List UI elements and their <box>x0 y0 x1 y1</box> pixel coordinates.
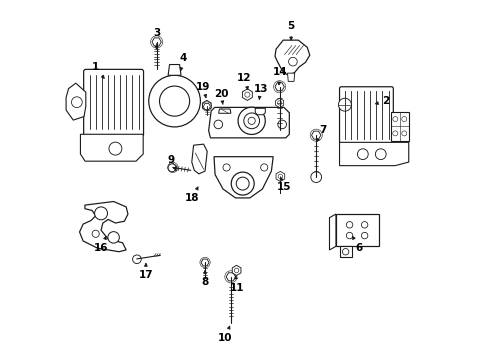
Circle shape <box>361 222 367 228</box>
Text: 7: 7 <box>316 125 326 141</box>
Circle shape <box>109 142 122 155</box>
Circle shape <box>132 255 141 264</box>
Circle shape <box>401 131 406 136</box>
Circle shape <box>244 113 259 129</box>
Circle shape <box>238 107 265 134</box>
Circle shape <box>342 248 348 255</box>
Circle shape <box>108 231 119 243</box>
Polygon shape <box>191 144 207 174</box>
Circle shape <box>168 164 176 172</box>
Text: 12: 12 <box>237 73 251 89</box>
Text: 13: 13 <box>253 84 267 99</box>
Circle shape <box>277 120 286 129</box>
Circle shape <box>310 172 321 183</box>
Text: 5: 5 <box>287 21 294 40</box>
Polygon shape <box>208 107 289 138</box>
Text: 6: 6 <box>352 237 362 253</box>
Circle shape <box>357 149 367 159</box>
Polygon shape <box>202 100 211 111</box>
Polygon shape <box>242 89 252 100</box>
Circle shape <box>346 222 352 228</box>
Circle shape <box>277 101 281 105</box>
Circle shape <box>159 86 189 116</box>
Circle shape <box>234 268 238 273</box>
Polygon shape <box>66 83 85 120</box>
Circle shape <box>260 164 267 171</box>
Polygon shape <box>203 103 210 109</box>
Circle shape <box>247 117 255 125</box>
Polygon shape <box>80 202 128 252</box>
Polygon shape <box>169 163 176 171</box>
Polygon shape <box>214 157 273 198</box>
Circle shape <box>214 120 222 129</box>
Polygon shape <box>339 246 351 257</box>
Circle shape <box>278 174 282 179</box>
Text: 19: 19 <box>196 82 210 98</box>
Circle shape <box>338 98 351 111</box>
Circle shape <box>71 97 82 108</box>
Circle shape <box>94 207 107 220</box>
Text: 8: 8 <box>201 271 208 287</box>
Polygon shape <box>201 259 208 266</box>
Circle shape <box>223 164 230 171</box>
Polygon shape <box>274 40 309 75</box>
Polygon shape <box>80 134 143 161</box>
Polygon shape <box>226 273 235 281</box>
Polygon shape <box>275 98 283 108</box>
Polygon shape <box>274 83 284 91</box>
Text: 20: 20 <box>214 89 228 104</box>
Text: 17: 17 <box>138 264 153 280</box>
Circle shape <box>288 57 297 66</box>
Polygon shape <box>287 73 294 81</box>
Text: 14: 14 <box>272 67 287 85</box>
Text: 15: 15 <box>276 177 290 192</box>
Text: 11: 11 <box>230 276 244 293</box>
Circle shape <box>361 232 367 239</box>
Text: 10: 10 <box>217 326 231 343</box>
Text: 3: 3 <box>153 28 160 49</box>
Circle shape <box>92 230 99 237</box>
Text: 9: 9 <box>167 155 176 171</box>
Circle shape <box>375 149 386 159</box>
Circle shape <box>148 75 200 127</box>
Circle shape <box>392 117 397 122</box>
Bar <box>335 214 378 246</box>
Circle shape <box>401 117 406 122</box>
Circle shape <box>392 131 397 136</box>
Text: 16: 16 <box>94 237 108 253</box>
Text: 18: 18 <box>185 187 199 203</box>
Circle shape <box>231 172 254 195</box>
Polygon shape <box>152 38 161 46</box>
Polygon shape <box>218 109 230 113</box>
Polygon shape <box>329 214 335 250</box>
Circle shape <box>204 103 209 108</box>
Text: 2: 2 <box>375 96 389 106</box>
Text: 1: 1 <box>92 62 104 78</box>
Polygon shape <box>232 265 241 275</box>
Polygon shape <box>311 131 320 139</box>
Polygon shape <box>339 142 408 166</box>
Polygon shape <box>168 64 181 75</box>
Polygon shape <box>275 171 284 181</box>
Circle shape <box>244 92 249 97</box>
Text: 4: 4 <box>180 53 187 71</box>
Circle shape <box>236 177 249 190</box>
Polygon shape <box>255 108 265 115</box>
Circle shape <box>346 232 352 239</box>
Bar <box>390 112 408 140</box>
